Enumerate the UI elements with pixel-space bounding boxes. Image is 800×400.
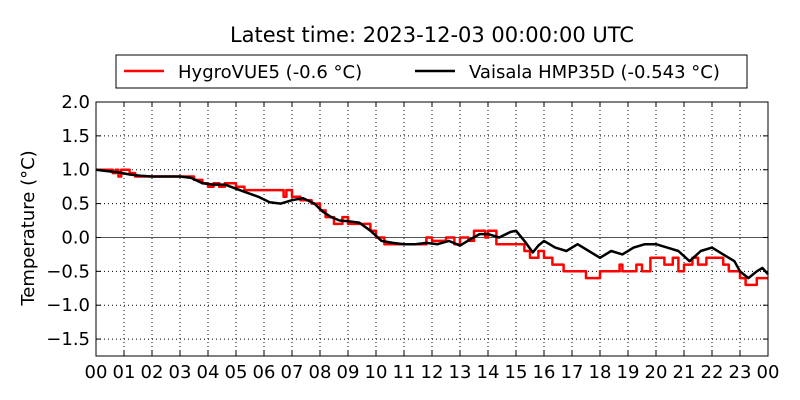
y-tick-label: −0.5: [46, 261, 90, 282]
legend: HygroVUE5 (-0.6 °C) Vaisala HMP35D (-0.5…: [115, 54, 748, 89]
x-tick-label: 09: [337, 362, 360, 383]
x-tick-label: 19: [617, 362, 640, 383]
y-tick-label: 2.0: [61, 92, 90, 113]
x-tick-label: 22: [701, 362, 724, 383]
x-tick-label: 13: [449, 362, 472, 383]
legend-label-vaisala: Vaisala HMP35D (-0.543 °C): [469, 62, 720, 83]
x-tick-label: 11: [393, 362, 416, 383]
x-tick-label: 12: [421, 362, 444, 383]
x-tick-label: 03: [169, 362, 192, 383]
x-tick-label: 14: [477, 362, 500, 383]
y-tick-label: 0.5: [61, 194, 90, 215]
series-line-vaisala: [95, 168, 769, 280]
x-tick-label: 17: [561, 362, 584, 383]
y-tick-label: 1.5: [61, 126, 90, 147]
x-tick-label: 00: [85, 362, 108, 383]
x-tick-label: 08: [309, 362, 332, 383]
series-layer: [95, 168, 769, 287]
x-tick-label: 15: [505, 362, 528, 383]
x-tick-label: 00: [757, 362, 780, 383]
x-tick-label: 23: [729, 362, 752, 383]
x-tick-label: 10: [365, 362, 388, 383]
x-tick-label: 02: [141, 362, 164, 383]
x-tick-label: 07: [281, 362, 304, 383]
x-tick-label: 16: [533, 362, 556, 383]
y-tick-label: −1.5: [46, 329, 90, 350]
plot-area: [95, 101, 769, 357]
legend-label-hygrovue5: HygroVUE5 (-0.6 °C): [178, 62, 362, 83]
axis-ticks: 00 01 02 03 04 05 06 07 08 09 10 11 12 13 14 15 16 17 18 19…: [46, 92, 779, 383]
x-tick-label: 18: [589, 362, 612, 383]
y-tick-label: −1.0: [46, 295, 90, 316]
x-tick-label: 21: [673, 362, 696, 383]
y-tick-label: 0.0: [61, 227, 90, 248]
x-tick-label: 06: [253, 362, 276, 383]
x-tick-label: 05: [225, 362, 248, 383]
x-tick-label: 04: [197, 362, 220, 383]
x-tick-label: 01: [113, 362, 136, 383]
x-tick-label: 20: [645, 362, 668, 383]
y-axis-label: Temperature (°C): [18, 150, 39, 306]
y-tick-label: 1.0: [61, 160, 90, 181]
chart-title: Latest time: 2023-12-03 00:00:00 UTC: [230, 23, 634, 47]
gridlines: [96, 102, 768, 356]
